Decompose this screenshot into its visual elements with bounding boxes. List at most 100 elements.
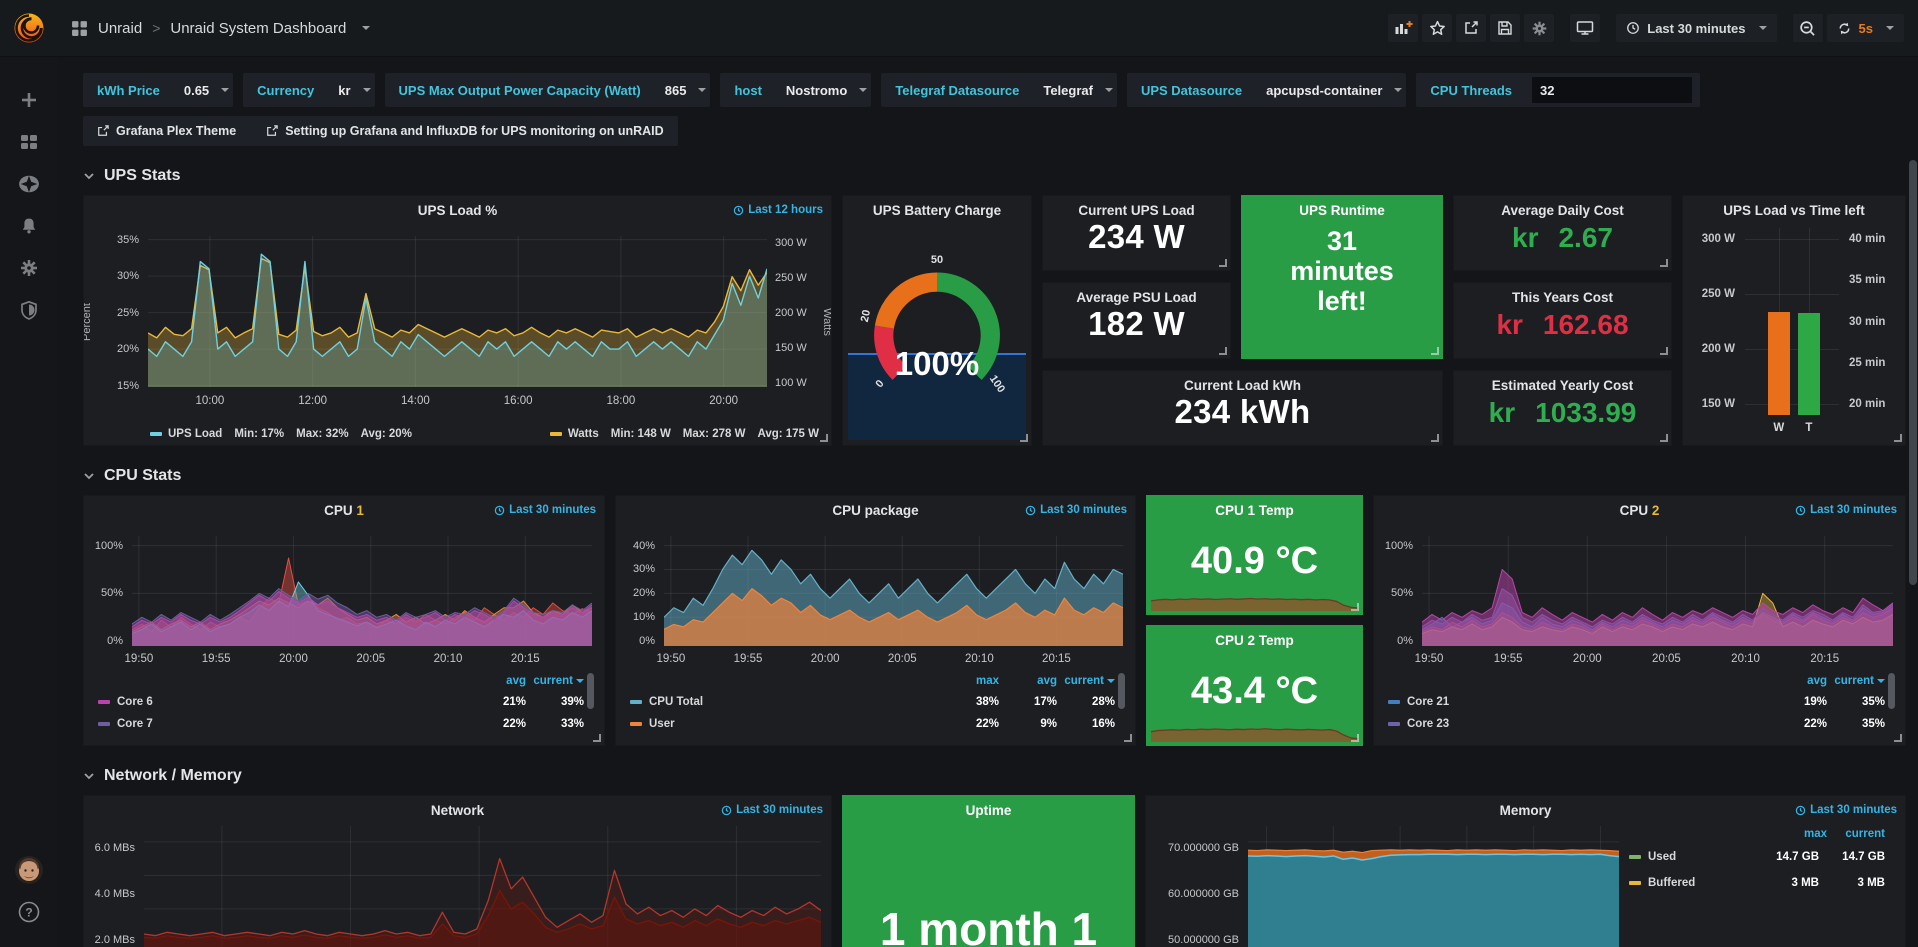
panel-title[interactable]: UPS Load % [417, 203, 498, 218]
cycle-view-mode-button[interactable] [1570, 14, 1601, 42]
help-icon[interactable]: ? [0, 891, 57, 933]
star-dashboard-button[interactable] [1422, 14, 1453, 42]
panel-this-years-cost[interactable]: This Years Cost kr 162.68 [1453, 282, 1672, 359]
panel-cpu1-temp[interactable]: CPU 1 Temp 40.9 °C [1146, 495, 1363, 615]
legend-header[interactable]: max [1803, 828, 1827, 840]
configuration-gear-icon[interactable] [0, 247, 57, 289]
save-dashboard-button[interactable] [1490, 14, 1521, 42]
panel-time-range[interactable]: Last 30 minutes [1025, 504, 1127, 516]
variable-telegraf-datasource[interactable]: Telegraf Datasource Telegraf [881, 73, 1117, 107]
zoom-out-time-button[interactable] [1792, 14, 1823, 42]
variable-ups-datasource[interactable]: UPS Datasource apcupsd-container [1126, 73, 1407, 107]
variable-host[interactable]: host Nostromo [720, 73, 872, 107]
legend-row[interactable]: Core 6 21% 39% [98, 691, 594, 713]
dashboards-icon[interactable] [0, 121, 57, 163]
legend-row[interactable]: Core 23 22% 35% [1388, 713, 1895, 735]
legend-header[interactable]: avg [1807, 675, 1827, 687]
panel-title: Current Load kWh [1184, 378, 1301, 393]
breadcrumb-dashboard-title[interactable]: Unraid System Dashboard [170, 19, 347, 37]
panel-current-load-kwh[interactable]: Current Load kWh 234 kWh [1042, 370, 1443, 446]
legend-header-sort[interactable]: current [1057, 675, 1115, 687]
panel-title[interactable]: CPU 2 [1619, 503, 1660, 518]
legend-scrollbar[interactable] [1888, 673, 1895, 709]
add-panel-button[interactable] [1388, 14, 1419, 42]
panel-time-range[interactable]: Last 30 minutes [721, 804, 823, 816]
panel-current-ups-load[interactable]: Current UPS Load 234 W [1042, 195, 1231, 271]
axis-tick: 20:10 [433, 653, 463, 665]
time-range-picker[interactable]: Last 30 minutes [1616, 14, 1777, 42]
axis-tick: 50% [1390, 587, 1413, 600]
panel-time-range[interactable]: Last 30 minutes [1795, 804, 1897, 816]
legend-header[interactable]: avg [506, 675, 526, 687]
chart-legend: UPS Load Min: 17% Max: 32% Avg: 20% Watt… [150, 428, 819, 440]
legend-row[interactable]: Buffered 3 MB 3 MB [1629, 870, 1895, 896]
panel-title[interactable]: CPU package [832, 503, 919, 518]
legend-row[interactable]: CPU Total 38% 17% 28% [630, 691, 1125, 713]
panel-cpu2-temp[interactable]: CPU 2 Temp 43.4 °C [1146, 625, 1363, 746]
legend-row[interactable]: User 22% 9% 16% [630, 713, 1125, 735]
dashboards-grid-icon[interactable] [71, 20, 88, 37]
legend-row[interactable]: Core 21 19% 35% [1388, 691, 1895, 713]
legend-scrollbar[interactable] [587, 673, 594, 709]
panel-time-range[interactable]: Last 12 hours [733, 204, 823, 216]
legend-item[interactable]: Watts Min: 148 W Max: 278 W Avg: 175 W [549, 428, 819, 440]
grafana-logo[interactable] [0, 11, 57, 45]
axis-tick: 100 W [775, 377, 807, 390]
legend-header[interactable]: current [1845, 828, 1885, 840]
section-header-network-memory[interactable]: Network / Memory [83, 766, 1906, 786]
cpu2-chart[interactable] [1422, 536, 1893, 646]
panel-time-range[interactable]: Last 30 minutes [494, 504, 596, 516]
panel-title[interactable]: UPS Load vs Time left [1723, 203, 1865, 218]
ups-load-time-bar-chart[interactable]: 300 W 250 W 200 W 150 W 40 min 35 min 30 min 2… [1691, 228, 1897, 437]
dashboard-settings-button[interactable] [1524, 14, 1555, 42]
link-ups-monitoring-guide[interactable]: Setting up Grafana and InfluxDB for UPS … [266, 124, 664, 138]
link-grafana-plex-theme[interactable]: Grafana Plex Theme [97, 124, 236, 138]
axis-tick: T [1805, 422, 1813, 434]
variable-label: UPS Max Output Power Capacity (Watt) [398, 82, 641, 98]
network-chart[interactable] [144, 826, 821, 947]
legend-header-sort[interactable]: current [526, 675, 584, 687]
legend-header[interactable]: avg [1037, 675, 1057, 687]
page-scrollbar-thumb[interactable] [1909, 160, 1917, 585]
variable-currency[interactable]: Currency kr [243, 73, 375, 107]
legend-item[interactable]: UPS Load Min: 17% Max: 32% Avg: 20% [150, 428, 412, 440]
cpu1-chart[interactable] [132, 536, 592, 646]
panel-uptime[interactable]: Uptime 1 month 1 [842, 795, 1135, 947]
refresh-picker[interactable]: 5s [1826, 14, 1904, 42]
section-header-cpu-stats[interactable]: CPU Stats [83, 466, 1906, 486]
panel-average-psu-load[interactable]: Average PSU Load 182 W [1042, 282, 1231, 359]
panel-title[interactable]: CPU 1 [324, 503, 364, 518]
share-dashboard-button[interactable] [1456, 14, 1487, 42]
panel-title[interactable]: Network [430, 803, 485, 818]
legend-row[interactable]: Used 14.7 GB 14.7 GB [1629, 844, 1895, 870]
user-avatar[interactable] [0, 849, 57, 891]
legend-header[interactable]: max [975, 675, 999, 687]
panel-average-daily-cost[interactable]: Average Daily Cost kr 2.67 [1453, 195, 1672, 271]
explore-compass-icon[interactable] [0, 163, 57, 205]
panel-ups-runtime[interactable]: UPS Runtime 31 minutes left! [1241, 195, 1443, 359]
cpu-threads-input[interactable] [1532, 77, 1693, 103]
alerting-bell-icon[interactable] [0, 205, 57, 247]
server-admin-shield-icon[interactable] [0, 289, 57, 331]
left-sidebar: ? [0, 57, 57, 947]
variable-ups-max-output[interactable]: UPS Max Output Power Capacity (Watt) 865 [384, 73, 711, 107]
variable-kwh-price[interactable]: kWh Price 0.65 [83, 73, 234, 107]
memory-chart[interactable] [1248, 826, 1619, 947]
gauge-tick: 20 [858, 308, 874, 324]
panel-title[interactable]: Memory [1499, 803, 1552, 818]
panel-title: Average Daily Cost [1501, 203, 1624, 218]
stat-value: 1 month 1 [879, 903, 1098, 947]
create-plus-icon[interactable] [0, 79, 57, 121]
legend-header-sort[interactable]: current [1827, 675, 1885, 687]
panel-title[interactable]: UPS Battery Charge [872, 203, 1002, 218]
legend-row[interactable]: Core 7 22% 33% [98, 713, 594, 735]
ups-load-chart[interactable] [148, 236, 767, 387]
dashboard-title-caret-icon[interactable] [362, 26, 371, 34]
panel-estimated-yearly-cost[interactable]: Estimated Yearly Cost kr 1033.99 [1453, 370, 1672, 446]
axis-tick: 20 min [1849, 397, 1886, 410]
section-header-ups-stats[interactable]: UPS Stats [83, 166, 1906, 186]
cpu-package-chart[interactable] [664, 536, 1123, 646]
breadcrumb-folder[interactable]: Unraid [98, 19, 143, 37]
panel-time-range[interactable]: Last 30 minutes [1795, 504, 1897, 516]
legend-scrollbar[interactable] [1118, 673, 1125, 709]
